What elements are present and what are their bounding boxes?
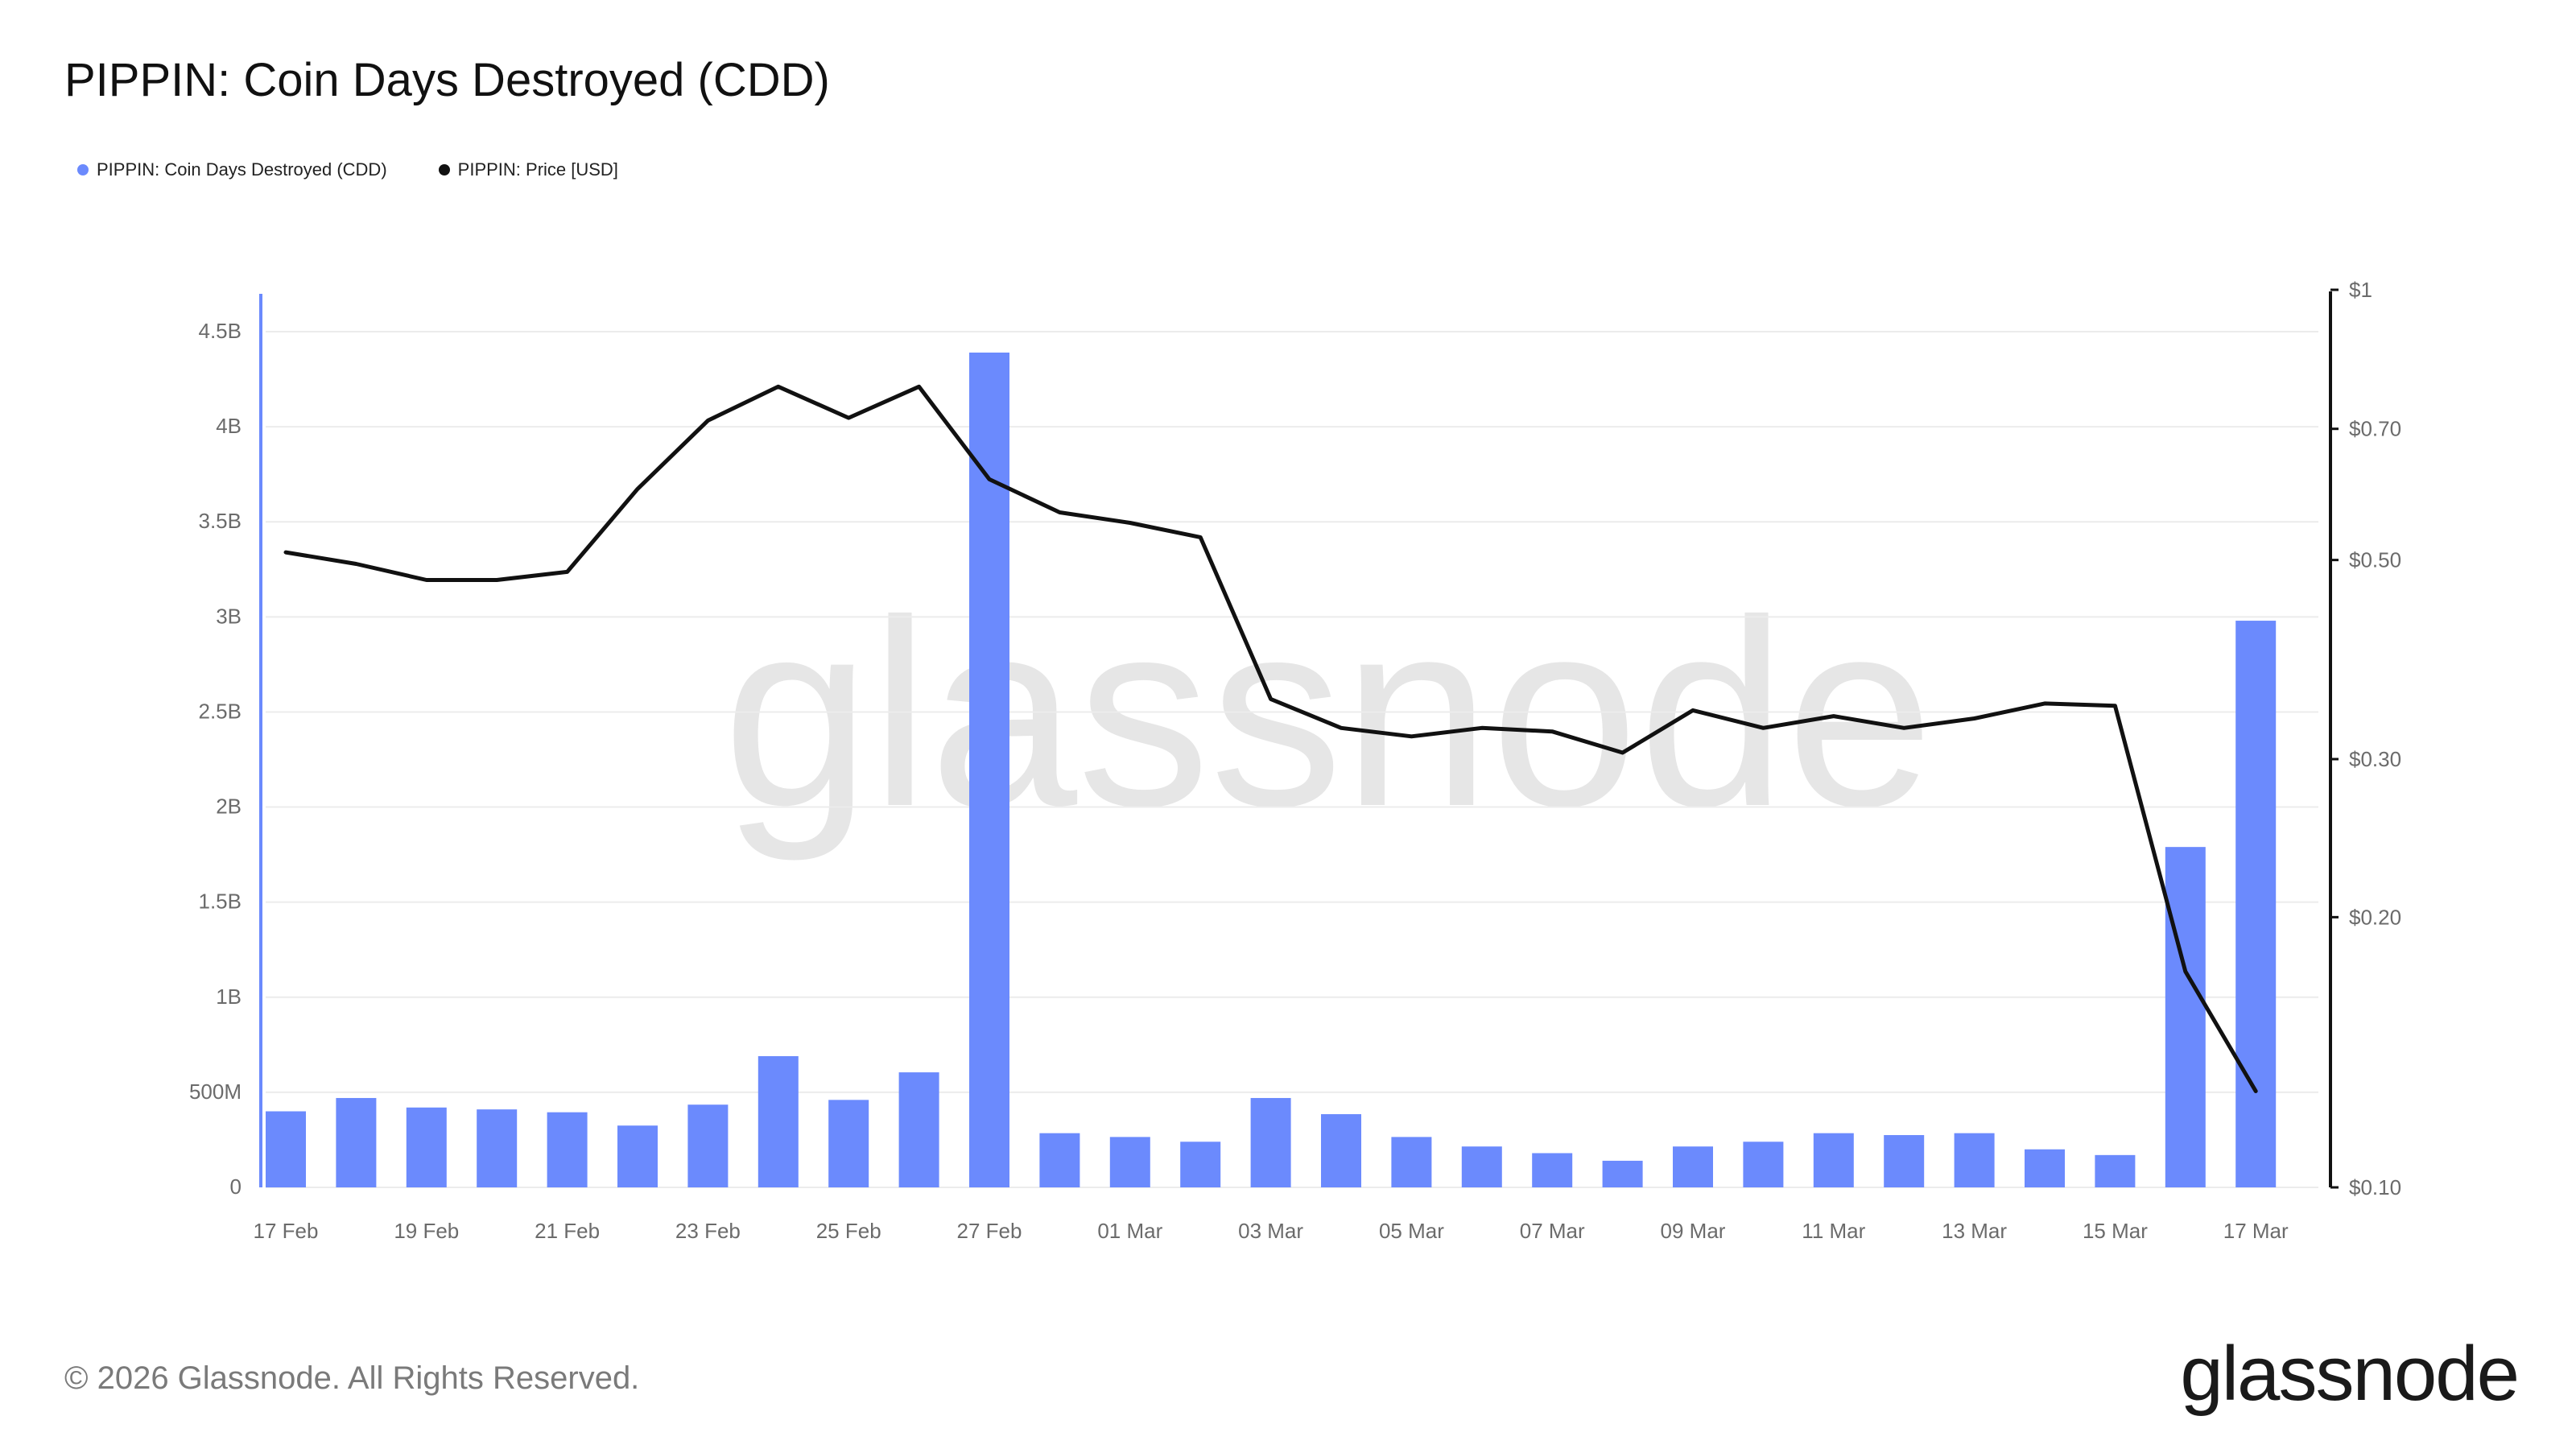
bar	[547, 1112, 588, 1187]
bar	[898, 1072, 939, 1187]
y-tick-label: 500M	[189, 1080, 242, 1104]
y-tick-label: 1.5B	[199, 890, 242, 914]
x-tick-label: 27 Feb	[957, 1219, 1022, 1243]
bar	[1884, 1135, 1925, 1187]
x-tick-label: 11 Mar	[1802, 1219, 1865, 1243]
y-tick-label: 3B	[216, 604, 242, 628]
bar	[1813, 1133, 1854, 1187]
x-tick-label: 09 Mar	[1661, 1219, 1726, 1243]
legend-label: PIPPIN: Coin Days Destroyed (CDD)	[97, 159, 387, 180]
y2-tick-label: $0.10	[2349, 1175, 2401, 1199]
bar	[1743, 1141, 1784, 1187]
y2-tick-label: $0.70	[2349, 417, 2401, 441]
y2-tick-label: $1	[2349, 278, 2372, 302]
x-tick-label: 17 Feb	[254, 1219, 319, 1243]
x-tick-label: 07 Mar	[1520, 1219, 1585, 1243]
y-tick-label: 3.5B	[199, 509, 242, 533]
bar	[828, 1100, 869, 1187]
copyright-text: © 2026 Glassnode. All Rights Reserved.	[64, 1360, 640, 1396]
x-tick-label: 15 Mar	[2083, 1219, 2148, 1243]
bar	[477, 1109, 518, 1187]
bar	[1039, 1133, 1080, 1187]
bar	[758, 1056, 799, 1187]
y-tick-label: 0	[230, 1174, 242, 1199]
legend-item-price[interactable]: PIPPIN: Price [USD]	[438, 159, 618, 180]
x-tick-label: 23 Feb	[675, 1219, 741, 1243]
bar	[969, 352, 1009, 1188]
legend: PIPPIN: Coin Days Destroyed (CDD) PIPPIN…	[77, 159, 670, 180]
legend-item-cdd[interactable]: PIPPIN: Coin Days Destroyed (CDD)	[77, 159, 387, 180]
bar	[2025, 1149, 2065, 1187]
x-tick-label: 05 Mar	[1379, 1219, 1444, 1243]
y-tick-label: 2.5B	[199, 699, 242, 723]
x-tick-label: 01 Mar	[1097, 1219, 1162, 1243]
bar	[687, 1104, 729, 1187]
bar	[1461, 1146, 1502, 1187]
y-tick-label: 4.5B	[199, 319, 242, 343]
bar	[1673, 1146, 1713, 1187]
bar	[406, 1107, 447, 1187]
bar	[1391, 1137, 1432, 1187]
y2-tick-label: $0.20	[2349, 905, 2401, 929]
bar	[266, 1111, 306, 1187]
x-tick-label: 17 Mar	[2223, 1219, 2289, 1243]
bar	[336, 1097, 377, 1187]
bar	[1321, 1114, 1361, 1187]
bar	[617, 1125, 658, 1187]
y2-tick-label: $0.50	[2349, 548, 2401, 572]
y-tick-label: 4B	[216, 414, 242, 438]
y-tick-label: 1B	[216, 985, 242, 1009]
x-tick-label: 21 Feb	[535, 1219, 600, 1243]
bar	[2165, 847, 2206, 1187]
legend-dot-icon	[77, 164, 89, 175]
chart-title: PIPPIN: Coin Days Destroyed (CDD)	[64, 54, 830, 106]
bar	[1602, 1160, 1643, 1187]
x-tick-label: 25 Feb	[816, 1219, 881, 1243]
bar	[1954, 1133, 1995, 1187]
legend-dot-icon	[438, 164, 450, 175]
x-tick-label: 13 Mar	[1942, 1219, 2007, 1243]
brand-logo: glassnode	[2180, 1331, 2520, 1417]
y2-tick-label: $0.30	[2349, 747, 2401, 771]
bar	[1109, 1137, 1150, 1187]
x-tick-label: 19 Feb	[394, 1219, 459, 1243]
legend-label: PIPPIN: Price [USD]	[457, 159, 618, 180]
bar	[2235, 621, 2277, 1187]
x-tick-label: 03 Mar	[1238, 1219, 1303, 1243]
bar	[2095, 1154, 2136, 1187]
bar	[1180, 1141, 1221, 1187]
bar	[1532, 1153, 1573, 1187]
watermark-text: glassnode	[723, 564, 1934, 863]
price-line	[283, 384, 2258, 1093]
bar	[1250, 1097, 1291, 1187]
y-tick-label: 2B	[216, 795, 242, 819]
